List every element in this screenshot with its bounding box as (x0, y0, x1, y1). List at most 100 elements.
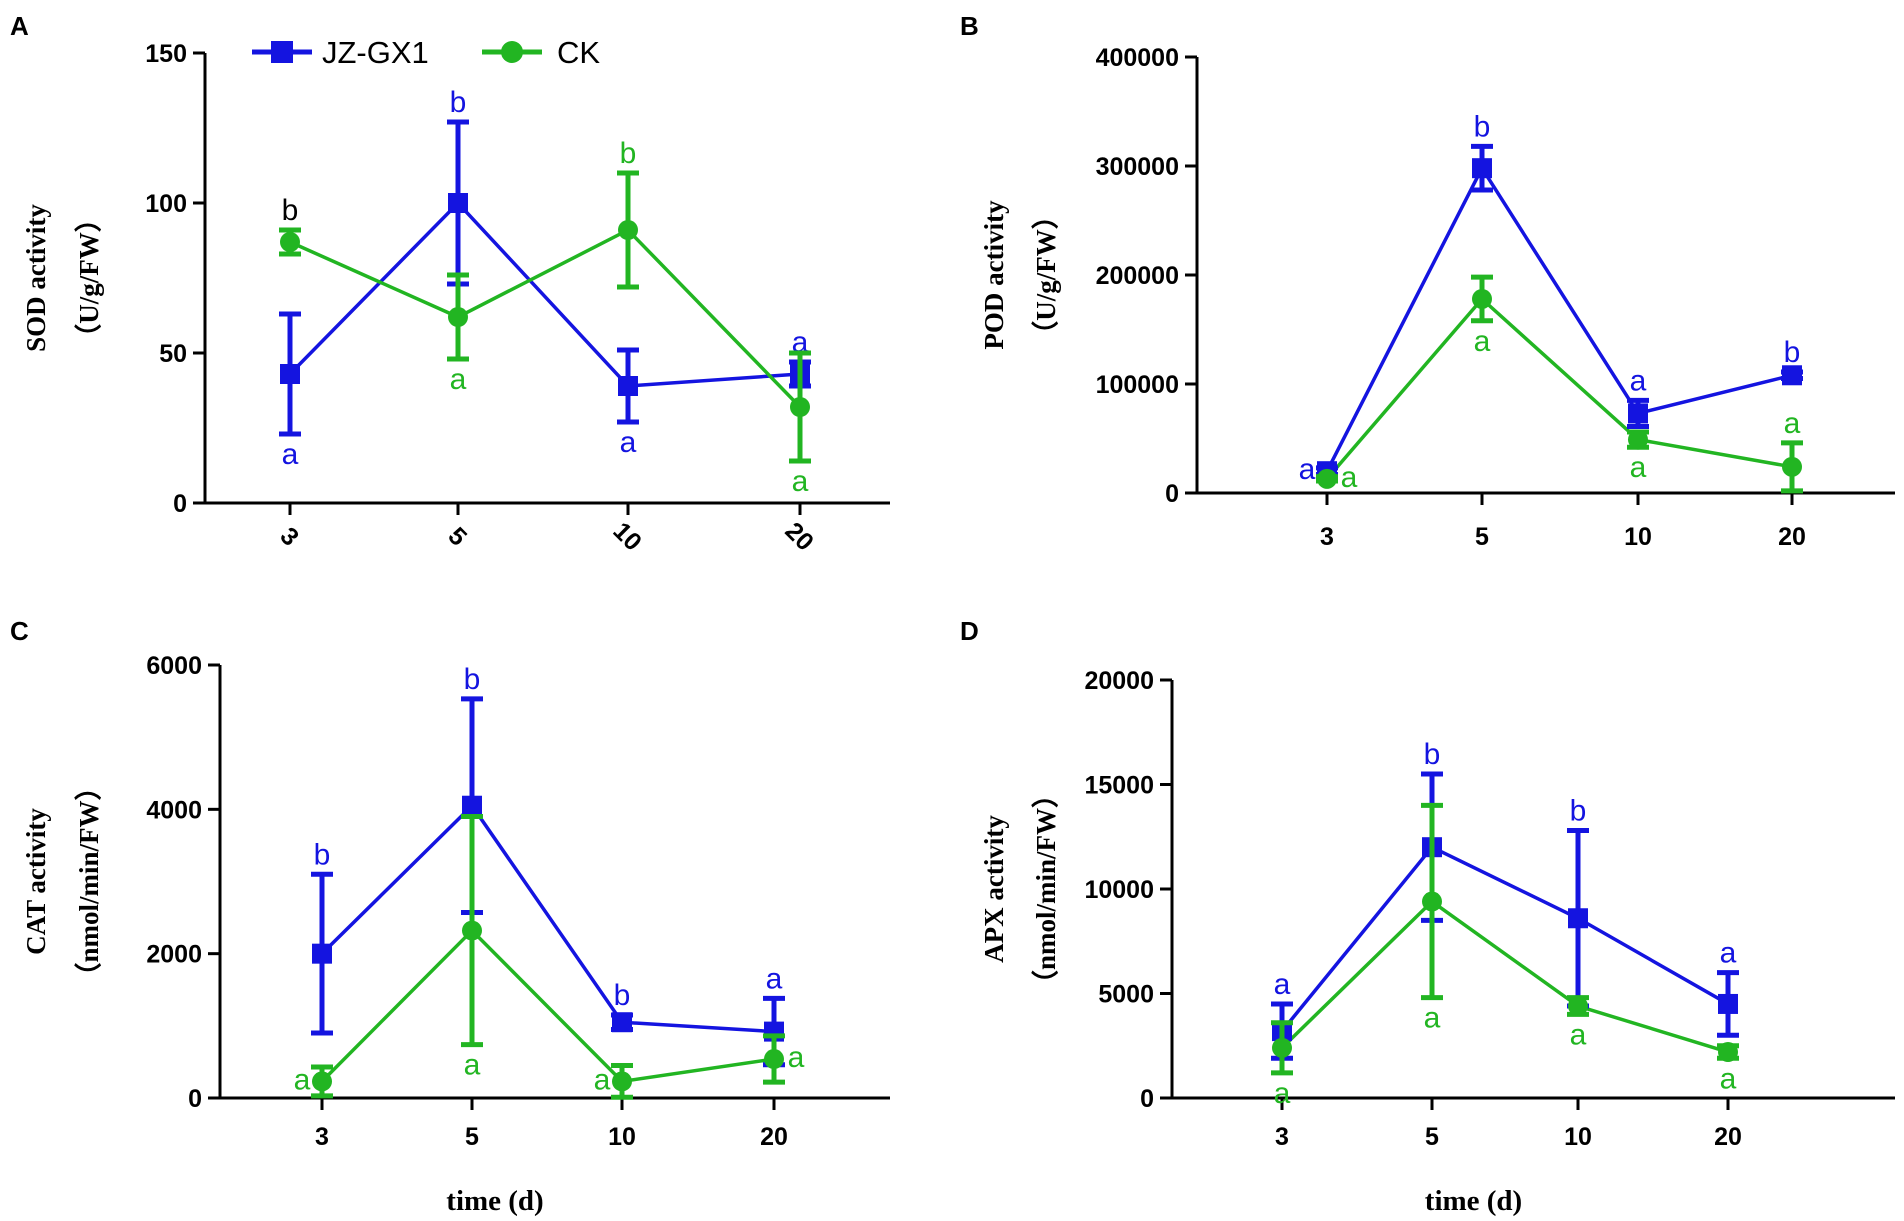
sig-letter-jz-a-0: a (282, 438, 299, 471)
x-tick-label-a-0: 3 (274, 522, 304, 552)
panel-b: B 0 100000 200000 300000 400000 3 5 10 20 POD act… (960, 11, 1895, 551)
x-axis-label-c: time (d) (446, 1185, 543, 1217)
point-jz-a-2 (618, 376, 638, 396)
sig-letter-jz-b-0: a (1299, 453, 1316, 486)
y-axis-label-d: APX activity (979, 815, 1009, 963)
y-tick-label-b-2: 200000 (1096, 262, 1179, 290)
x-tick-label-b-0: 3 (1320, 523, 1334, 551)
panel-a: A 0 50 100 150 3 5 10 20 SOD activity （U/g/FW） a b a… (10, 11, 890, 556)
sig-letter-ck-c-0: a (294, 1063, 311, 1096)
x-tick-label-d-2: 10 (1564, 1123, 1592, 1151)
y-axis-unit-label-a: （U/g/FW） (74, 205, 104, 351)
point-jz-d-3 (1718, 993, 1738, 1014)
sig-letter-ck-b-3: a (1784, 407, 1801, 440)
sig-letter-ck-d-3: a (1720, 1062, 1737, 1095)
x-tick-label-c-2: 10 (608, 1123, 636, 1151)
x-axis-label-d: time (d) (1425, 1185, 1522, 1217)
x-tick-label-d-0: 3 (1275, 1123, 1289, 1151)
series-line-jz-a (288, 200, 801, 388)
point-ck-b-0 (1317, 468, 1337, 489)
y-tick-label-a-3: 150 (145, 40, 187, 68)
series-line-jz-d (1280, 845, 1729, 1033)
series-line-jz-b (1325, 164, 1793, 472)
sig-letter-jz-c-2: b (614, 979, 631, 1012)
point-ck-b-3 (1782, 456, 1802, 477)
y-tick-label-c-1: 2000 (146, 941, 202, 969)
point-jz-a-0 (280, 364, 300, 384)
panel-letter-d: D (960, 616, 979, 646)
point-ck-c-1 (462, 920, 482, 941)
legend-square-marker (271, 41, 293, 63)
sig-letter-ck-c-3: a (788, 1041, 805, 1074)
sig-letter-ck-d-1: a (1424, 1002, 1441, 1035)
sig-letter-ck-b-0: a (1341, 461, 1358, 494)
y-axis-unit-label-d: （nmol/min/FW） (1031, 781, 1061, 997)
sig-letter-ck-c-2: a (594, 1063, 611, 1096)
y-tick-label-d-4: 20000 (1084, 667, 1154, 695)
x-tick-label-b-3: 20 (1778, 523, 1806, 551)
y-axis-unit-label-b: （U/g/FW） (1031, 202, 1061, 348)
series-line-ck-d (1280, 899, 1729, 1054)
sig-letter-jz-c-0: b (314, 838, 331, 871)
point-jz-b-2 (1628, 403, 1648, 424)
sig-letter-ck-c-1: a (464, 1049, 481, 1082)
point-ck-c-0 (312, 1071, 332, 1092)
y-tick-label-c-0: 0 (188, 1085, 202, 1113)
y-tick-label-c-2: 4000 (146, 796, 202, 824)
legend-label-ck: CK (557, 35, 600, 70)
point-ck-a-2 (618, 220, 638, 240)
y-tick-label-b-1: 100000 (1096, 371, 1179, 399)
y-tick-label-b-0: 0 (1165, 480, 1179, 508)
y-axis-label-a: SOD activity (21, 204, 51, 352)
point-jz-d-2 (1568, 908, 1588, 929)
sig-letter-ck-d-0: a (1274, 1077, 1291, 1110)
x-tick-label-d-1: 5 (1425, 1123, 1439, 1151)
sig-letter-jz-a-2: a (620, 426, 637, 459)
sig-letter-ck-d-2: a (1570, 1018, 1587, 1051)
series-line-ck-b (1325, 296, 1793, 480)
point-ck-d-0 (1272, 1037, 1292, 1058)
sig-letter-jz-b-2: a (1630, 364, 1647, 397)
panel-letter-c: C (10, 616, 29, 646)
x-tick-label-c-3: 20 (760, 1123, 788, 1151)
point-ck-a-0 (280, 232, 300, 252)
point-ck-d-1 (1422, 891, 1442, 912)
sig-letter-ck-a-2: b (620, 137, 637, 170)
point-ck-d-3 (1718, 1042, 1738, 1063)
x-tick-label-c-1: 5 (465, 1123, 479, 1151)
panel-letter-b: B (960, 11, 979, 41)
x-tick-label-a-3: 20 (780, 517, 819, 556)
x-tick-label-a-1: 5 (442, 522, 472, 552)
series-line-ck-a (289, 227, 802, 409)
point-jz-a-1 (448, 193, 468, 213)
sig-letter-jz-b-3: b (1784, 336, 1801, 369)
y-axis-label-b: POD activity (979, 200, 1009, 350)
point-ck-c-3 (764, 1049, 784, 1070)
x-tick-label-d-3: 20 (1714, 1123, 1742, 1151)
legend: JZ-GX1 CK (252, 35, 600, 70)
y-tick-label-d-1: 5000 (1098, 981, 1154, 1009)
panel-d: D 0 5000 10000 15000 20000 3 5 10 20 APX activity… (960, 616, 1895, 1217)
point-jz-c-0 (312, 943, 332, 964)
point-ck-b-1 (1472, 288, 1492, 309)
sig-letter-ck-a-1: a (450, 363, 467, 396)
sig-letter-jz-d-2: b (1570, 794, 1587, 827)
y-tick-label-a-1: 50 (159, 340, 187, 368)
sig-letter-jz-d-3: a (1720, 937, 1737, 970)
legend-circle-marker (501, 41, 523, 63)
y-axis-unit-label-c: （nmol/min/FW） (74, 773, 104, 989)
point-ck-a-1 (448, 307, 468, 327)
x-tick-label-a-2: 10 (608, 517, 647, 556)
point-jz-c-1 (462, 795, 482, 816)
y-tick-label-d-0: 0 (1140, 1085, 1154, 1113)
y-tick-label-d-2: 10000 (1084, 876, 1154, 904)
point-ck-c-2 (612, 1071, 632, 1092)
y-tick-label-d-3: 15000 (1084, 772, 1154, 800)
sig-letter-jz-d-1: b (1424, 738, 1441, 771)
point-jz-c-2 (612, 1012, 632, 1033)
panel-letter-a: A (10, 11, 29, 41)
y-tick-label-b-3: 300000 (1096, 153, 1179, 181)
y-tick-label-b-4: 400000 (1096, 44, 1179, 72)
sig-letter-jz-c-3: a (766, 962, 783, 995)
